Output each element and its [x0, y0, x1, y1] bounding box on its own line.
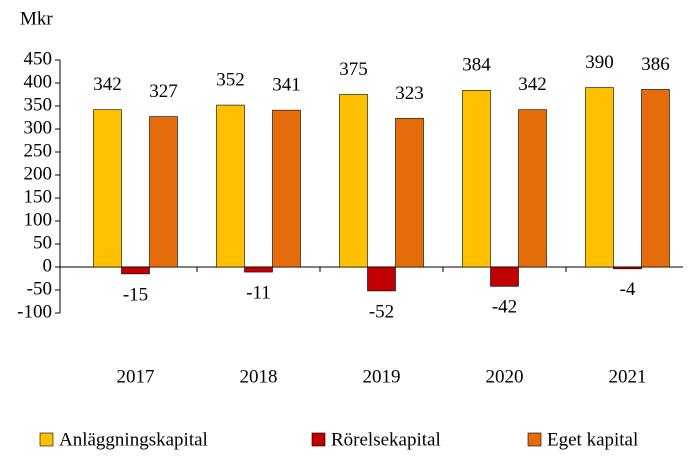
data-label: 327	[149, 81, 178, 102]
y-tick-label: 50	[33, 232, 52, 253]
y-tick-label: 100	[24, 209, 53, 230]
data-label: -4	[620, 279, 636, 300]
x-tick-label: 2017	[117, 366, 155, 387]
legend-swatch	[39, 432, 54, 447]
x-tick-label: 2020	[486, 366, 524, 387]
bar	[395, 118, 424, 268]
bar	[367, 266, 396, 292]
data-label: 352	[216, 69, 245, 90]
legend-label: Anläggningskapital	[59, 429, 208, 450]
data-label: -11	[246, 282, 271, 303]
data-label: 384	[462, 55, 491, 76]
bar	[272, 109, 301, 268]
data-label: 386	[641, 54, 670, 75]
legend-label: Rörelsekapital	[331, 429, 441, 450]
data-label: 375	[339, 59, 368, 80]
y-tick-label: 400	[24, 71, 53, 92]
y-tick-label: 450	[24, 48, 53, 69]
x-tick-label: 2021	[609, 366, 647, 387]
y-tick-label: 150	[24, 186, 53, 207]
legend-swatch	[311, 432, 326, 447]
y-tick-label: 250	[24, 140, 53, 161]
bar	[613, 266, 642, 270]
legend-label: Eget kapital	[547, 429, 638, 450]
data-label: 341	[272, 74, 301, 95]
data-label: -42	[492, 297, 517, 318]
y-tick-label: -50	[27, 278, 52, 299]
data-label: 390	[585, 52, 614, 73]
y-tick-label: 350	[24, 94, 53, 115]
bar	[216, 104, 245, 268]
x-tick-label: 2019	[363, 366, 401, 387]
y-tick-label: -100	[17, 301, 52, 322]
data-label: 323	[395, 83, 424, 104]
data-label: 342	[93, 74, 122, 95]
bar	[339, 94, 368, 268]
y-tick-label: 200	[24, 163, 53, 184]
data-label: -15	[123, 284, 148, 305]
bar	[244, 266, 273, 273]
data-label: 342	[518, 74, 547, 95]
bar	[93, 109, 122, 268]
bar	[518, 109, 547, 268]
data-label: -52	[369, 301, 394, 322]
bar	[462, 90, 491, 268]
bar	[641, 89, 670, 268]
bar	[490, 266, 519, 287]
y-axis-label: Mkr	[20, 8, 53, 29]
y-tick-label: 0	[43, 255, 53, 276]
bar	[121, 266, 150, 275]
x-tick-label: 2018	[240, 366, 278, 387]
legend-swatch	[527, 432, 542, 447]
y-tick-label: 300	[24, 117, 53, 138]
bar	[149, 116, 178, 268]
bar	[585, 87, 614, 268]
